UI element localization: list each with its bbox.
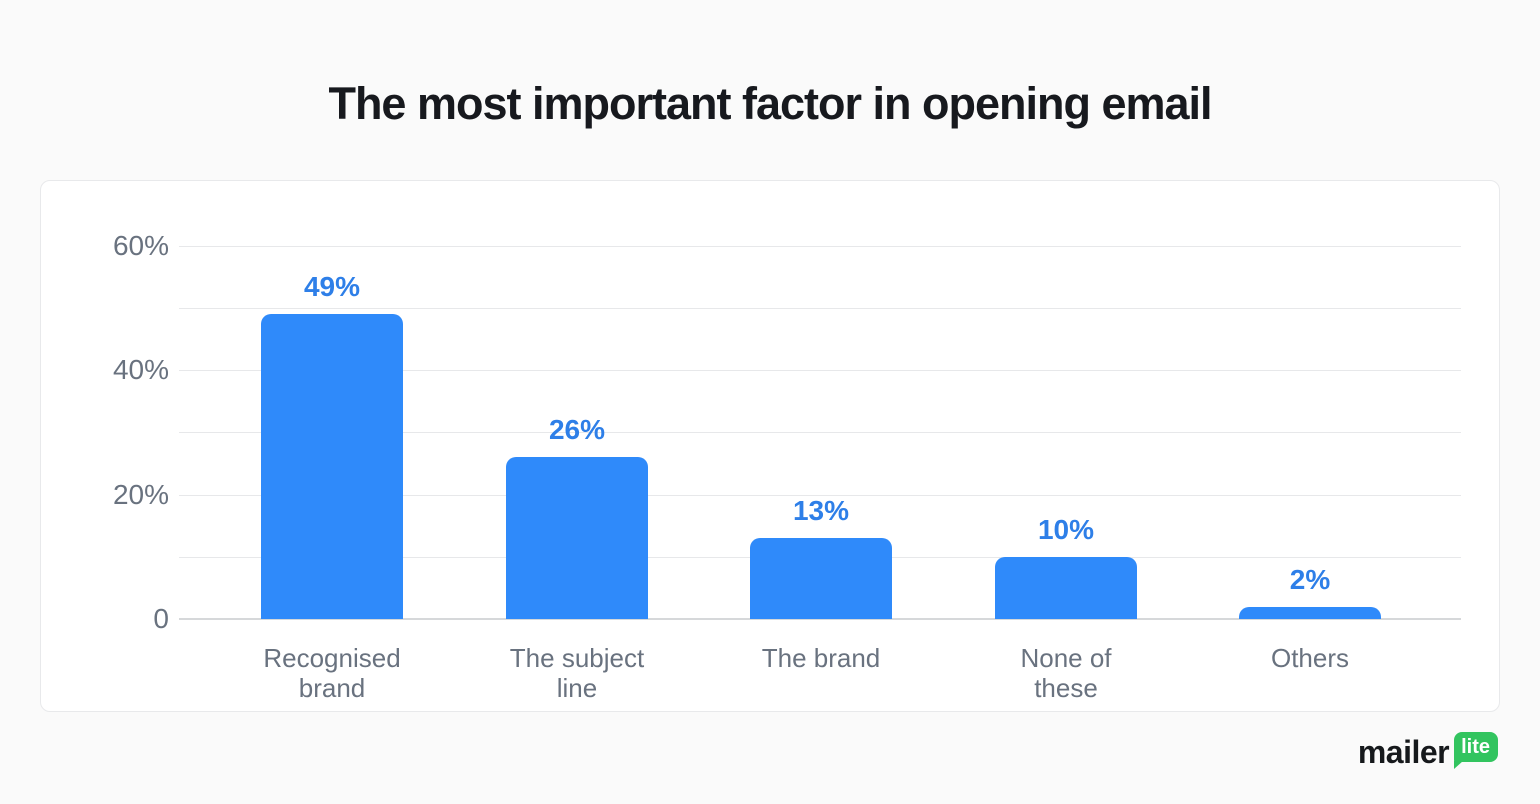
gridline [179,370,1461,371]
x-axis-category-label-line: Recognised [263,643,401,673]
x-axis-category-label: The subject line [457,643,697,703]
x-axis-category-label: The brand [701,643,941,673]
bar-value-label: 10% [1037,514,1095,545]
bar [750,538,892,619]
x-axis-category-label-line: The subject [509,643,645,673]
y-axis-tick-label: 0 [153,603,169,634]
x-axis-category-label: None of these [946,643,1186,703]
gridline [179,432,1461,433]
y-axis-tick-label: 60% [112,230,169,261]
x-axis-category-label-line: brand [298,673,366,703]
x-axis-category-label-line: line [556,673,598,703]
bar [506,457,648,619]
gridline [179,308,1461,309]
x-axis-category-label-line: None of [1020,643,1112,673]
x-axis-category-label-line: The brand [761,643,881,673]
x-axis-category-label: Recognised brand [212,643,452,703]
gridline [179,618,1461,620]
lite-badge: lite [1454,732,1498,769]
bar [1239,607,1381,619]
bar-value-label: 49% [303,271,361,302]
bar [261,314,403,619]
chart-card: 0 20% 40% 60% 49% Recognised brand 26% The subje… [40,180,1500,712]
y-axis-tick-label: 20% [112,479,169,510]
mailerlite-wordmark: mailer [1357,734,1450,770]
gridline [179,495,1461,496]
chart-title: The most important factor in opening ema… [328,78,1212,129]
bar [995,557,1137,619]
x-axis-category-label-line: these [1034,673,1098,703]
y-axis-tick-label: 40% [112,354,169,385]
bar-value-label: 13% [792,495,850,526]
mailerlite-logo: mailer lite [1357,732,1498,770]
plot-area: 0 20% 40% 60% 49% Recognised brand 26% The subje… [41,181,1499,711]
bar-value-label: 2% [1289,564,1331,595]
gridline [179,246,1461,247]
bar-value-label: 26% [548,414,606,445]
x-axis-category-label: Others [1190,643,1430,673]
x-axis-category-label-line: Others [1270,643,1350,673]
